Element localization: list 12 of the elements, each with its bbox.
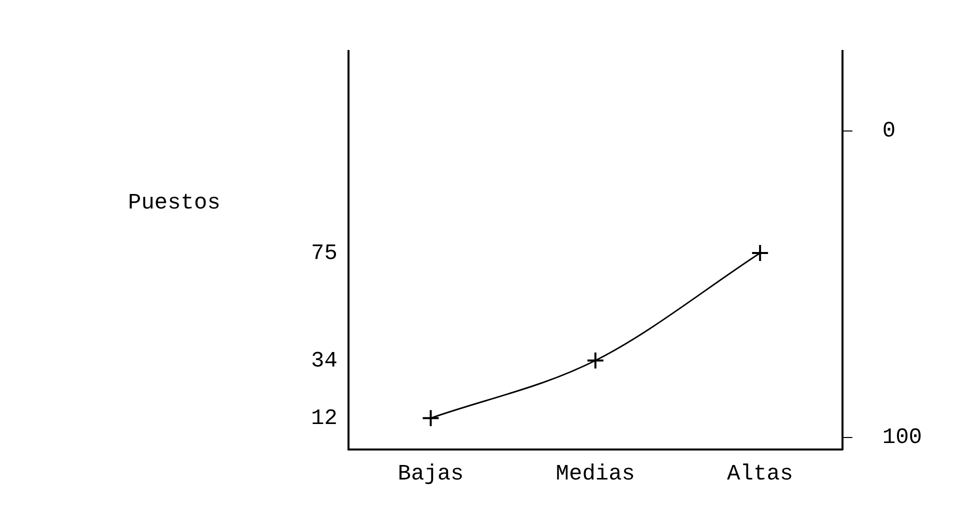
- y-tick-label: 75: [311, 240, 338, 266]
- y-tick-label: 34: [311, 348, 338, 374]
- y2-tick-label: 0: [882, 118, 896, 144]
- x-tick-label: Bajas: [398, 462, 464, 487]
- point: [751, 244, 770, 262]
- point: [586, 351, 604, 370]
- point: [422, 409, 440, 428]
- y-axis-title: Puestos: [128, 190, 220, 216]
- x-tick-label: Medias: [556, 462, 636, 487]
- y2-tick-label: 100: [882, 425, 922, 450]
- y-tick-label: 12: [311, 406, 338, 431]
- x-tick-label: Altas: [727, 462, 794, 487]
